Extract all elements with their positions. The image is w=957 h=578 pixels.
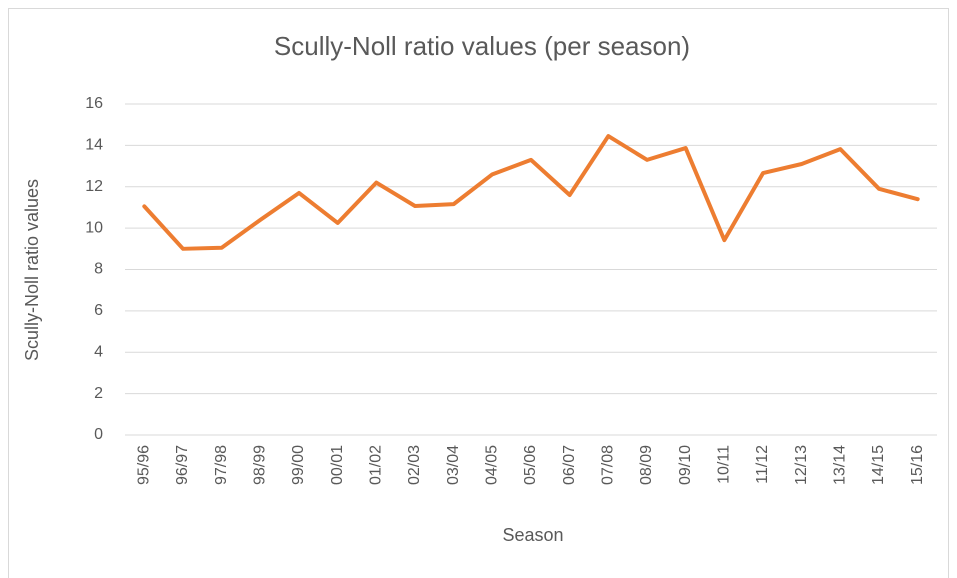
y-tick-label: 2 <box>94 385 103 402</box>
y-tick-label: 0 <box>94 426 103 443</box>
x-tick-label: 09/10 <box>677 445 694 485</box>
x-tick-label: 05/06 <box>522 445 539 485</box>
y-tick-label: 16 <box>85 95 103 112</box>
x-tick-label: 07/08 <box>600 445 617 485</box>
x-tick-label: 03/04 <box>445 445 462 485</box>
y-tick-label: 10 <box>85 219 103 236</box>
y-tick-label: 8 <box>94 261 103 278</box>
y-tick-label: 12 <box>85 178 103 195</box>
y-tick-label: 4 <box>94 343 103 360</box>
x-tick-label: 06/07 <box>561 445 578 485</box>
x-tick-label: 11/12 <box>754 445 771 484</box>
x-tick-label: 15/16 <box>909 445 926 485</box>
y-axis-label: Scully-Noll ratio values <box>22 179 42 361</box>
x-tick-label: 14/15 <box>870 445 887 485</box>
x-tick-label: 01/02 <box>368 445 385 485</box>
x-tick-label: 04/05 <box>484 445 501 485</box>
x-tick-label: 08/09 <box>638 445 655 485</box>
x-axis-label: Season <box>502 525 563 545</box>
chart-title: Scully-Noll ratio values (per season) <box>274 31 690 61</box>
x-tick-label: 99/00 <box>290 445 307 485</box>
x-tick-label: 12/13 <box>793 445 810 485</box>
y-tick-label: 14 <box>85 137 103 154</box>
y-tick-label: 6 <box>94 302 103 319</box>
x-tick-label: 10/11 <box>716 445 733 484</box>
x-tick-label: 97/98 <box>213 445 230 485</box>
x-tick-label: 02/03 <box>406 445 423 485</box>
x-tick-label: 13/14 <box>832 445 849 485</box>
chart-border <box>8 8 949 578</box>
x-tick-label: 96/97 <box>174 445 191 485</box>
line-series <box>142 134 920 251</box>
x-tick-label: 98/99 <box>252 445 269 485</box>
x-tick-label: 95/96 <box>136 445 153 485</box>
x-tick-label: 00/01 <box>329 445 346 485</box>
